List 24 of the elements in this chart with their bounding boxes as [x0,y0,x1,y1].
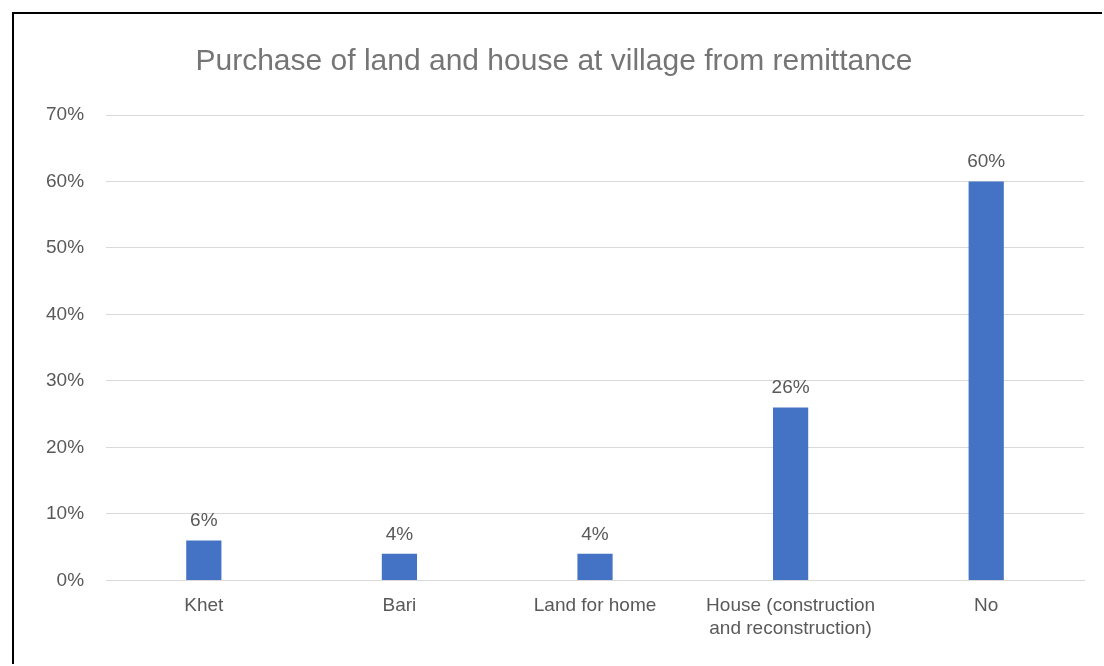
bar [968,181,1004,580]
y-tick-label: 0% [56,568,85,590]
y-tick-label: 70% [46,103,85,125]
y-tick-label: 10% [46,502,85,524]
x-tick-label: Bari [382,594,417,616]
x-tick-label: Land for home [533,594,657,616]
x-tick-label: House (construction and reconstruction) [706,594,876,638]
data-label: 26% [771,376,810,398]
bar [773,407,809,580]
bar [381,553,418,580]
chart-title: Purchase of land and house at village from remittance [195,43,913,77]
y-tick-label: 20% [46,435,85,457]
data-label: 4% [385,522,414,544]
y-tick-label: 30% [46,369,85,391]
bar [186,540,222,580]
bar [577,553,613,580]
y-tick-label: 50% [46,236,85,258]
y-tick-label: 40% [46,302,85,324]
x-tick-label: No [974,594,999,616]
data-label: 4% [581,522,609,544]
data-label: 6% [190,509,218,531]
data-label: 60% [967,150,1006,172]
y-tick-label: 60% [46,169,85,191]
x-tick-label: Khet [184,594,225,616]
